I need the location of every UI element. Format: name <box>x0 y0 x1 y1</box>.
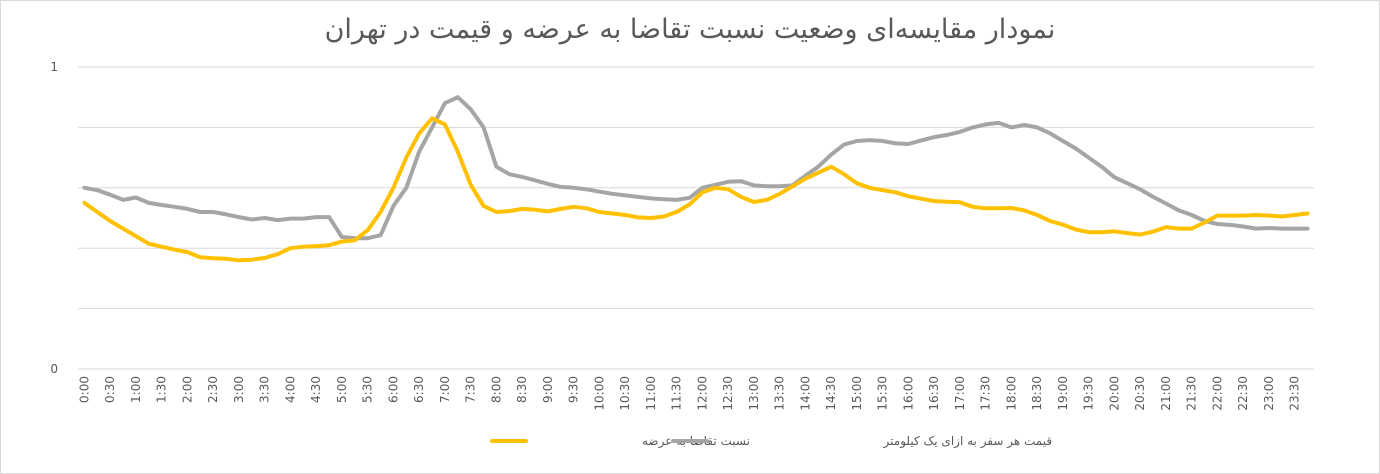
x-tick-label: 7:00 <box>438 376 452 403</box>
x-tick-label: 16:00 <box>901 376 915 411</box>
x-tick-label: 16:30 <box>927 376 941 411</box>
x-tick-label: 5:30 <box>361 376 375 403</box>
x-tick-label: 7:30 <box>464 376 478 403</box>
x-tick-label: 11:30 <box>670 376 684 411</box>
x-tick-label: 9:00 <box>541 376 555 403</box>
x-tick-label: 6:30 <box>412 376 426 403</box>
x-tick-label: 22:00 <box>1210 376 1224 411</box>
x-tick-label: 14:00 <box>798 376 812 411</box>
x-tick-label: 18:00 <box>1004 376 1018 411</box>
series-lines <box>82 95 1310 263</box>
x-tick-label: 0:00 <box>77 376 91 403</box>
y-axis-ticks: 01 <box>50 60 58 376</box>
x-tick-label: 11:00 <box>644 376 658 411</box>
x-tick-label: 14:30 <box>824 376 838 411</box>
gridlines <box>78 66 1314 370</box>
x-tick-label: 12:00 <box>695 376 709 411</box>
x-tick-label: 4:00 <box>283 376 297 403</box>
x-tick-label: 13:00 <box>747 376 761 411</box>
chart-title: نمودار مقایسه‌ای وضعیت نسبت تقاضا به عرض… <box>324 14 1056 45</box>
x-tick-label: 8:30 <box>515 376 529 403</box>
y-tick-label: 1 <box>50 60 58 74</box>
x-tick-label: 15:00 <box>850 376 864 411</box>
x-tick-label: 17:00 <box>953 376 967 411</box>
x-tick-label: 2:30 <box>206 376 220 403</box>
x-tick-label: 13:30 <box>773 376 787 411</box>
series-line-0 <box>82 116 1310 263</box>
x-tick-label: 5:00 <box>335 376 349 403</box>
x-tick-label: 1:30 <box>155 376 169 403</box>
x-tick-label: 19:30 <box>1082 376 1096 411</box>
x-tick-label: 0:30 <box>103 376 117 403</box>
x-tick-label: 23:30 <box>1288 376 1302 411</box>
x-tick-label: 18:30 <box>1030 376 1044 411</box>
x-tick-label: 2:00 <box>180 376 194 403</box>
x-axis-ticks: 0:00 0:30 1:00 1:30 2:00 2:30 3:00 3:30 4:00 4:30… <box>77 376 1301 411</box>
x-tick-label: 10:00 <box>592 376 606 411</box>
x-tick-label: 1:00 <box>129 376 143 403</box>
x-tick-label: 20:00 <box>1107 376 1121 411</box>
x-tick-label: 12:30 <box>721 376 735 411</box>
x-tick-label: 22:30 <box>1236 376 1250 411</box>
x-tick-label: 8:00 <box>489 376 503 403</box>
x-tick-label: 3:00 <box>232 376 246 403</box>
x-tick-label: 10:30 <box>618 376 632 411</box>
y-tick-label: 0 <box>50 362 58 376</box>
x-tick-label: 17:30 <box>979 376 993 411</box>
x-tick-label: 4:30 <box>309 376 323 403</box>
x-tick-label: 6:00 <box>386 376 400 403</box>
legend-label-1: قیمت هر سفر به ازای یک کیلومتر <box>883 434 1053 449</box>
x-tick-label: 3:30 <box>258 376 272 403</box>
x-tick-label: 20:30 <box>1133 376 1147 411</box>
x-tick-label: 21:00 <box>1159 376 1173 411</box>
x-tick-label: 23:00 <box>1262 376 1276 411</box>
x-tick-label: 9:30 <box>567 376 581 403</box>
series-line-1 <box>82 95 1310 241</box>
x-tick-label: 15:30 <box>876 376 890 411</box>
x-tick-label: 19:00 <box>1056 376 1070 411</box>
x-tick-label: 21:30 <box>1185 376 1199 411</box>
